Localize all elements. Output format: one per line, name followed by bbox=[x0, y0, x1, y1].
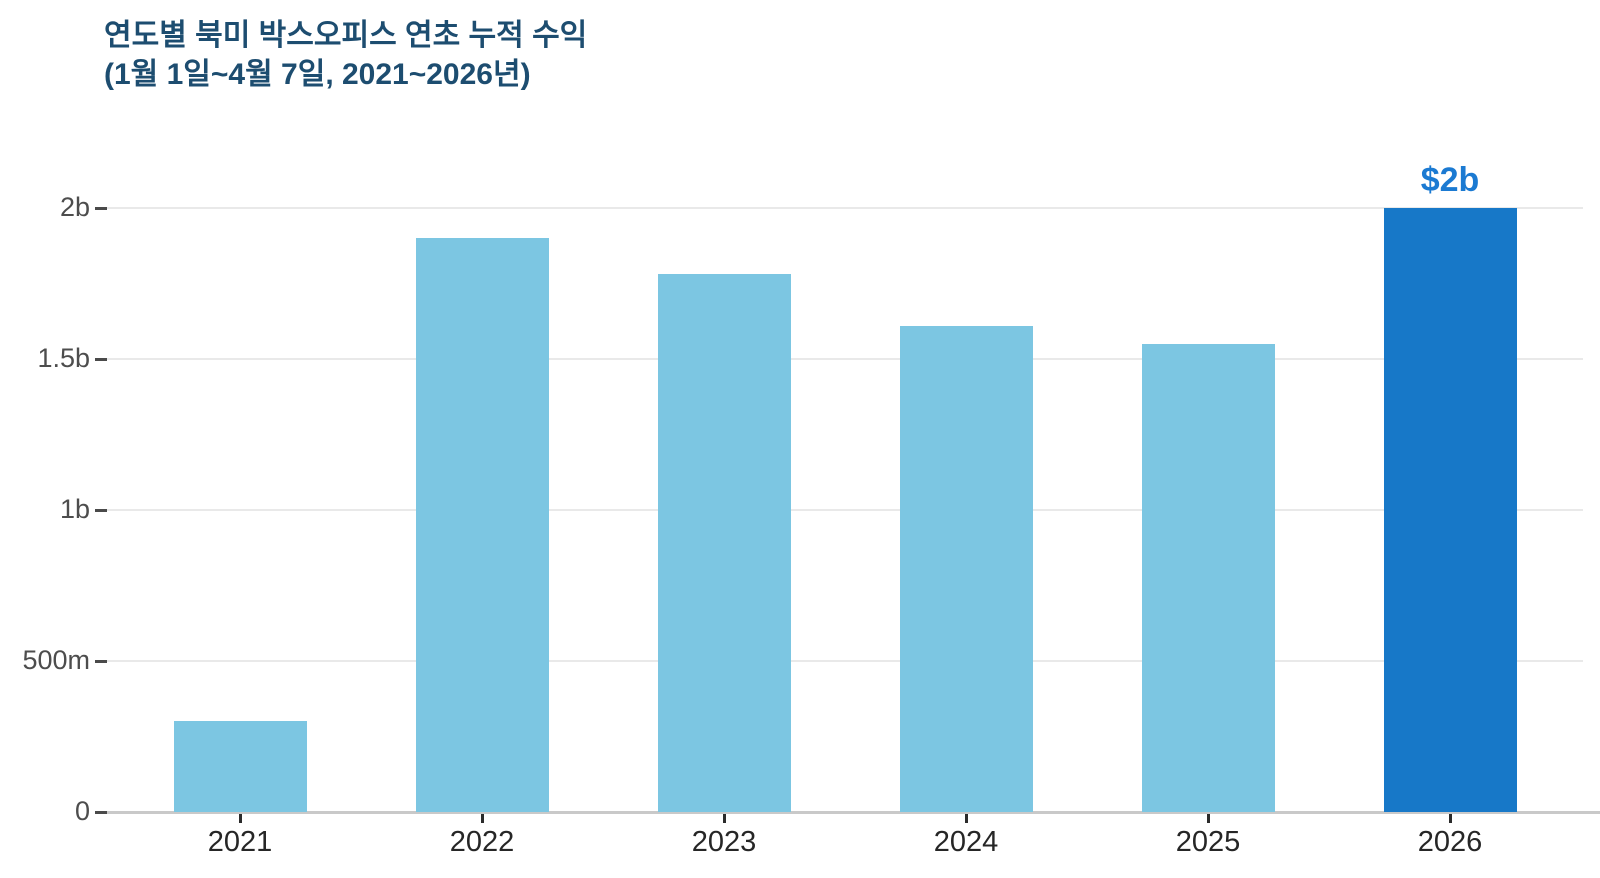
x-axis-label: 2022 bbox=[449, 826, 515, 858]
x-axis-tick bbox=[239, 814, 242, 823]
y-axis-tick bbox=[95, 207, 107, 210]
y-axis-tick bbox=[95, 811, 107, 814]
bar-2021 bbox=[173, 721, 307, 812]
chart-title-line2: (1월 1일~4월 7일, 2021~2026년) bbox=[104, 58, 531, 91]
bar-2022 bbox=[415, 238, 549, 812]
x-axis-label: 2023 bbox=[691, 826, 757, 858]
x-axis-label: 2025 bbox=[1175, 826, 1241, 858]
bar-2024 bbox=[899, 326, 1033, 812]
y-axis-tick bbox=[95, 660, 107, 663]
y-axis-label: 2b bbox=[59, 192, 90, 222]
gridline bbox=[107, 207, 1583, 209]
x-axis-tick bbox=[965, 814, 968, 823]
x-axis-line bbox=[107, 811, 1600, 814]
y-axis-label: 1.5b bbox=[37, 343, 90, 373]
y-axis-tick bbox=[95, 509, 107, 512]
x-axis-label: 2021 bbox=[207, 826, 273, 858]
x-axis-tick bbox=[1449, 814, 1452, 823]
gridline bbox=[107, 358, 1583, 360]
x-axis-label: 2024 bbox=[933, 826, 999, 858]
y-axis-tick bbox=[95, 358, 107, 361]
x-axis-tick bbox=[1207, 814, 1210, 823]
y-axis-label: 0 bbox=[74, 796, 90, 826]
y-axis-label: 1b bbox=[59, 494, 90, 524]
gridline bbox=[107, 660, 1583, 662]
bar-value-annotation: $2b bbox=[1420, 161, 1480, 199]
gridline bbox=[107, 509, 1583, 511]
bar-2026 bbox=[1383, 208, 1517, 812]
x-axis-tick bbox=[481, 814, 484, 823]
chart-title: 연도별 북미 박스오피스 연초 누적 수익 (1월 1일~4월 7일, 2021… bbox=[104, 16, 587, 94]
x-axis-label: 2026 bbox=[1417, 826, 1483, 858]
y-axis-label: 500m bbox=[22, 645, 90, 675]
bar-2023 bbox=[657, 274, 791, 812]
bar-2025 bbox=[1141, 344, 1275, 812]
chart-title-line1: 연도별 북미 박스오피스 연초 누적 수익 bbox=[104, 19, 588, 52]
x-axis-tick bbox=[723, 814, 726, 823]
